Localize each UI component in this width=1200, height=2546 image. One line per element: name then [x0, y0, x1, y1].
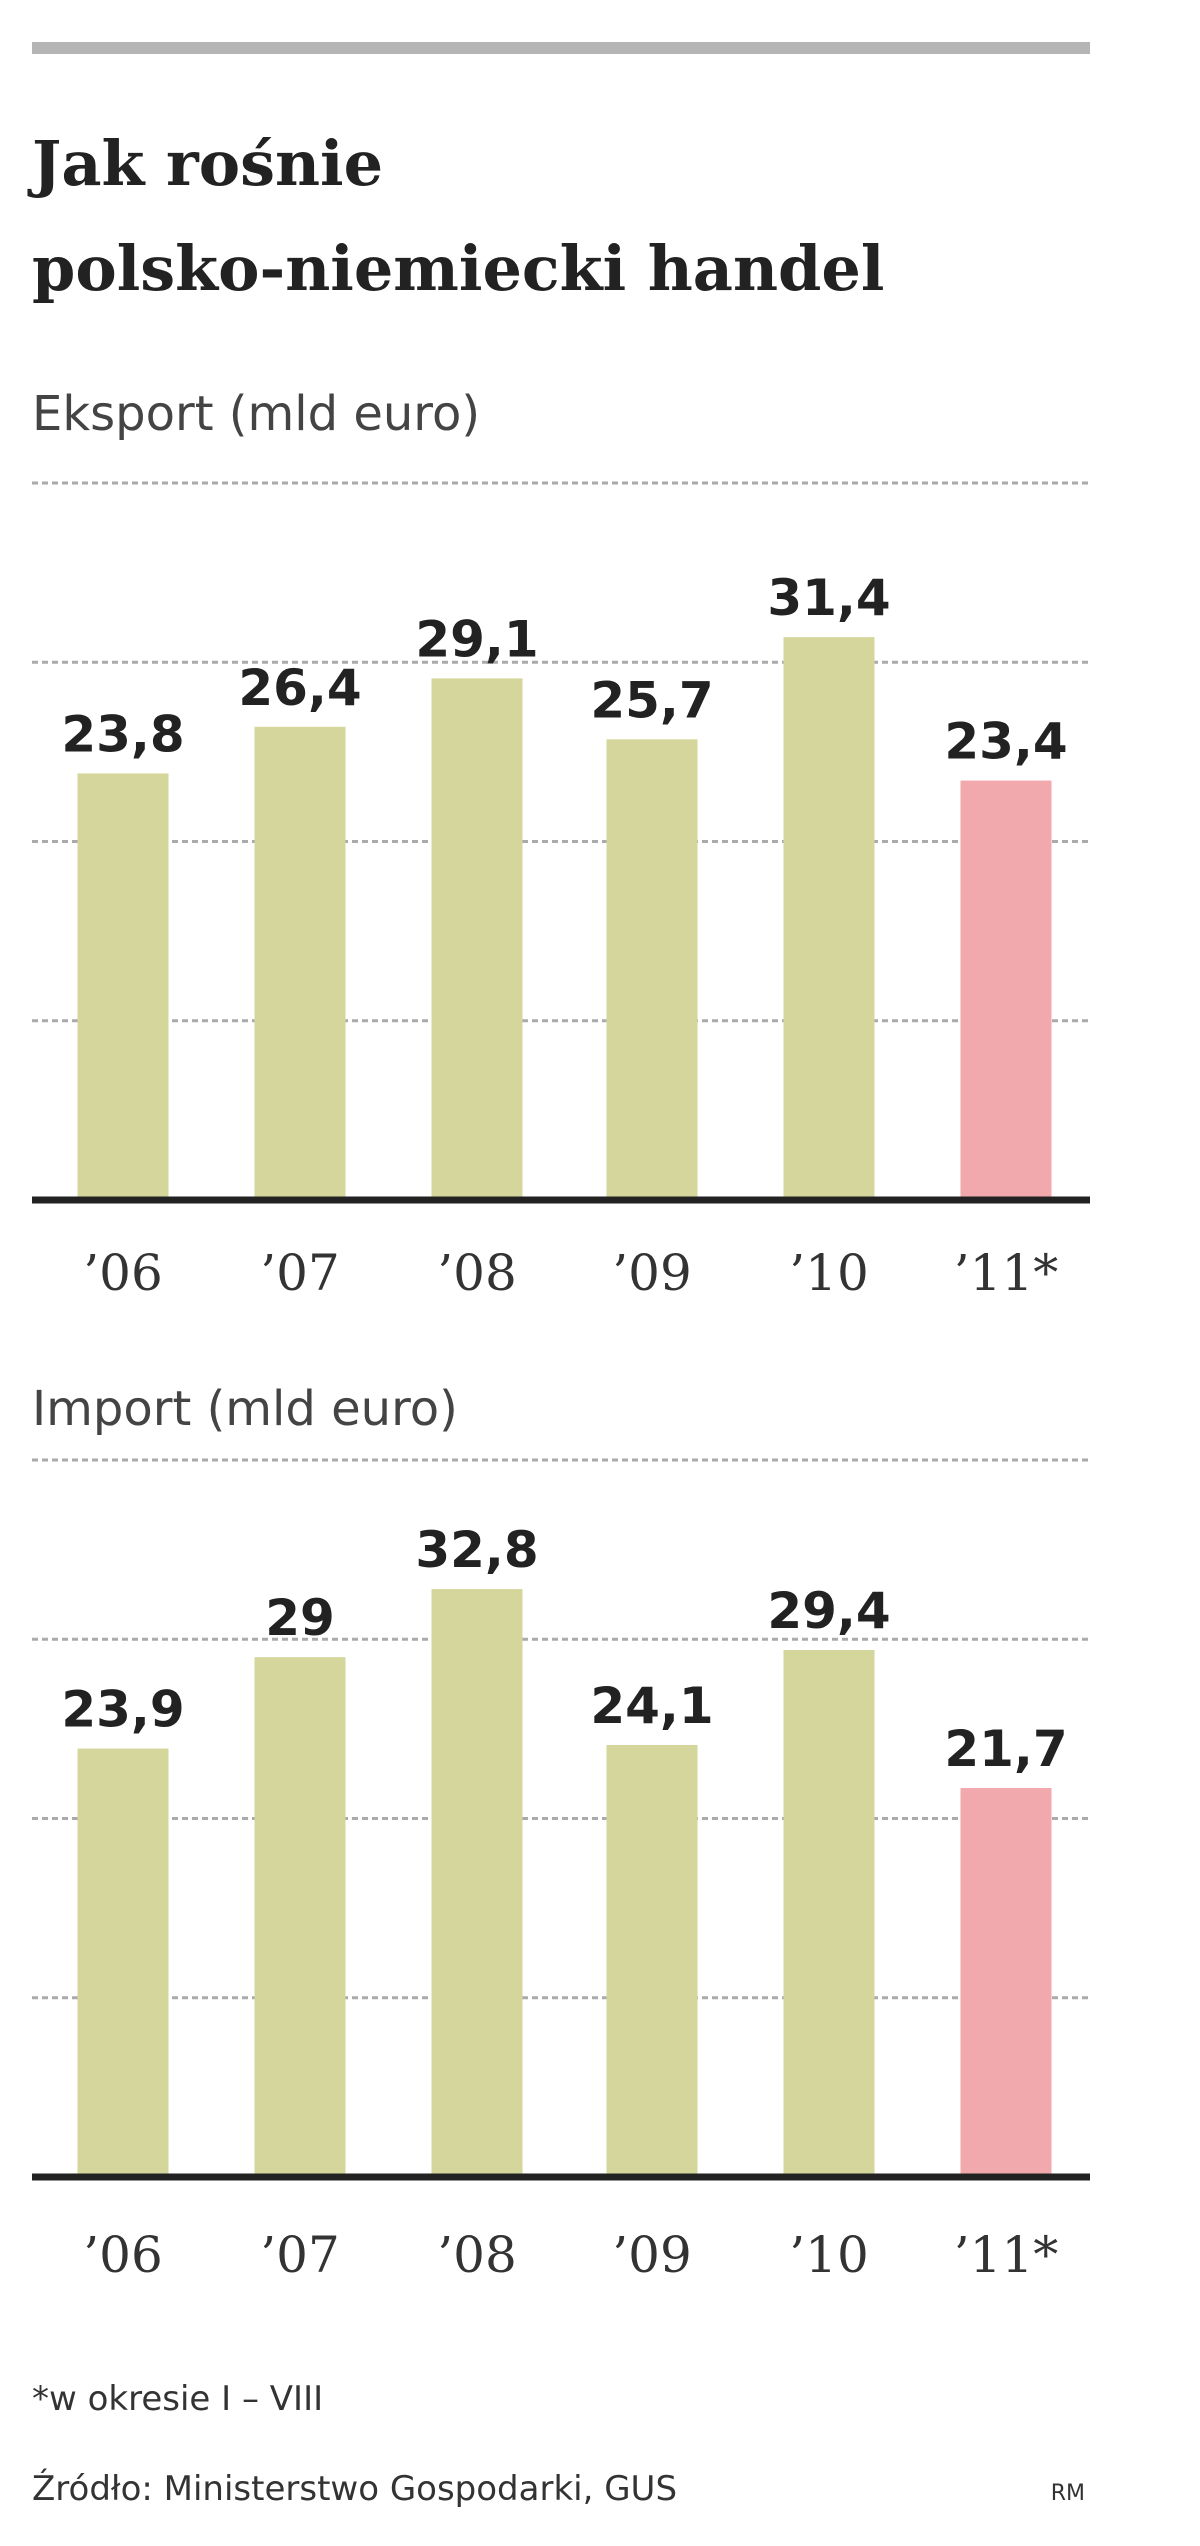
bar: [783, 1650, 875, 2177]
value-label: 31,4: [767, 569, 890, 627]
bar: [783, 637, 875, 1200]
x-tick-label: ’08: [437, 1244, 517, 1302]
bar: [960, 1788, 1052, 2177]
bar: [77, 773, 169, 1200]
top-rule: [32, 42, 1090, 54]
chart-subtitle: Import (mld euro): [32, 1381, 458, 1437]
bar: [431, 678, 523, 1200]
bar: [254, 1657, 346, 2177]
value-label: 29,4: [767, 1582, 890, 1640]
bar: [960, 780, 1052, 1200]
value-label: 23,9: [61, 1681, 184, 1739]
source: Źródło: Ministerstwo Gospodarki, GUS: [32, 2468, 677, 2509]
x-tick-label: ’11*: [954, 1244, 1059, 1302]
x-tick-label: ’09: [612, 2226, 692, 2284]
bar: [431, 1589, 523, 2177]
value-label: 24,1: [590, 1677, 713, 1735]
value-label: 29,1: [415, 610, 538, 668]
credit: RM: [1051, 2481, 1085, 2506]
x-tick-label: ’11*: [954, 2226, 1059, 2284]
bar: [77, 1748, 169, 2177]
title-line: Jak rośnie: [27, 127, 383, 200]
value-label: 32,8: [415, 1521, 538, 1579]
x-tick-label: ’06: [83, 1244, 163, 1302]
x-tick-label: ’10: [789, 1244, 869, 1302]
x-tick-label: ’06: [83, 2226, 163, 2284]
title-line: polsko-niemiecki handel: [32, 232, 884, 305]
value-label: 23,4: [944, 713, 1067, 771]
bar: [606, 739, 698, 1200]
x-tick-label: ’10: [789, 2226, 869, 2284]
bar: [606, 1745, 698, 2177]
x-tick-label: ’09: [612, 1244, 692, 1302]
value-label: 26,4: [238, 659, 361, 717]
x-tick-label: ’07: [260, 1244, 340, 1302]
value-label: 25,7: [590, 671, 713, 729]
value-label: 29: [265, 1589, 335, 1647]
value-label: 23,8: [61, 705, 184, 763]
bar: [254, 726, 346, 1200]
x-tick-label: ’08: [437, 2226, 517, 2284]
value-label: 21,7: [944, 1720, 1067, 1778]
footnote: *w okresie I – VIII: [32, 2379, 323, 2419]
chart-subtitle: Eksport (mld euro): [32, 386, 480, 442]
x-tick-label: ’07: [260, 2226, 340, 2284]
